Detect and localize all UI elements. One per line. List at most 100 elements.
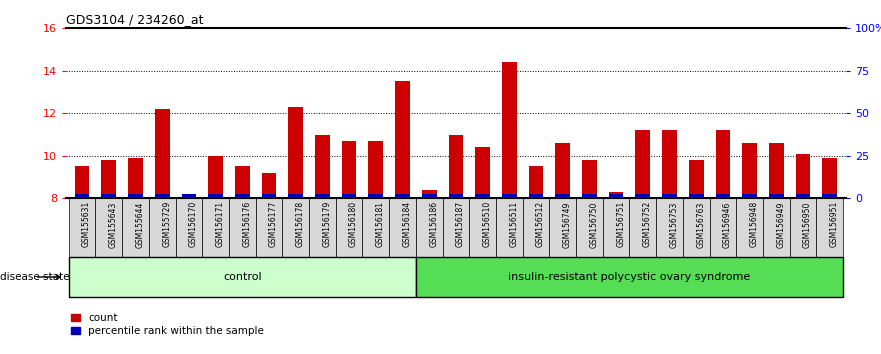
Bar <box>769 194 784 198</box>
Bar <box>737 198 763 257</box>
Bar <box>396 81 410 198</box>
Text: GSM156170: GSM156170 <box>189 201 198 247</box>
Bar <box>522 198 550 257</box>
Text: GSM156751: GSM156751 <box>616 201 626 247</box>
Bar <box>582 160 596 198</box>
Bar <box>502 62 516 198</box>
Bar <box>529 194 544 198</box>
Bar <box>582 194 596 198</box>
Text: insulin-resistant polycystic ovary syndrome: insulin-resistant polycystic ovary syndr… <box>508 272 751 282</box>
Text: GSM156749: GSM156749 <box>563 201 572 247</box>
Text: GSM156186: GSM156186 <box>429 201 438 247</box>
Bar <box>69 257 416 297</box>
Bar <box>635 130 650 198</box>
Bar <box>69 198 95 257</box>
Bar <box>448 194 463 198</box>
Bar <box>496 198 522 257</box>
Bar <box>789 198 817 257</box>
Text: GDS3104 / 234260_at: GDS3104 / 234260_at <box>66 13 204 26</box>
Text: GSM155644: GSM155644 <box>136 201 144 247</box>
Bar <box>743 194 757 198</box>
Bar <box>155 194 169 198</box>
Bar <box>101 160 116 198</box>
Bar <box>155 109 169 198</box>
Bar <box>282 198 309 257</box>
Text: GSM156948: GSM156948 <box>750 201 759 247</box>
Text: GSM156512: GSM156512 <box>536 201 545 247</box>
Bar <box>235 166 249 198</box>
Bar <box>822 194 837 198</box>
Text: GSM156511: GSM156511 <box>509 201 518 247</box>
Bar <box>743 143 757 198</box>
Bar <box>175 198 203 257</box>
Bar <box>715 194 730 198</box>
Bar <box>342 141 357 198</box>
Text: GSM155729: GSM155729 <box>162 201 171 247</box>
Bar <box>128 158 143 198</box>
Bar <box>368 141 383 198</box>
Text: GSM156763: GSM156763 <box>696 201 705 247</box>
Bar <box>576 198 603 257</box>
Text: GSM156180: GSM156180 <box>349 201 358 247</box>
Text: GSM156187: GSM156187 <box>456 201 465 247</box>
Text: GSM156951: GSM156951 <box>830 201 839 247</box>
Legend: count, percentile rank within the sample: count, percentile rank within the sample <box>71 313 263 336</box>
Text: GSM156179: GSM156179 <box>322 201 331 247</box>
Bar <box>95 198 122 257</box>
Bar <box>262 173 277 198</box>
Bar <box>362 198 389 257</box>
Bar <box>555 194 570 198</box>
Bar <box>208 194 223 198</box>
Bar <box>149 198 175 257</box>
Bar <box>315 135 329 198</box>
Bar <box>416 198 442 257</box>
Text: GSM156752: GSM156752 <box>643 201 652 247</box>
Bar <box>715 130 730 198</box>
Text: GSM156184: GSM156184 <box>403 201 411 247</box>
Bar <box>181 194 196 198</box>
Bar <box>769 143 784 198</box>
Text: GSM156750: GSM156750 <box>589 201 598 247</box>
Bar <box>635 194 650 198</box>
Bar <box>235 194 249 198</box>
Bar <box>101 194 116 198</box>
Bar <box>796 194 811 198</box>
Bar <box>389 198 416 257</box>
Bar <box>396 194 410 198</box>
Bar <box>470 198 496 257</box>
Text: control: control <box>223 272 262 282</box>
Text: GSM155643: GSM155643 <box>108 201 118 247</box>
Bar <box>689 194 704 198</box>
Text: GSM156510: GSM156510 <box>483 201 492 247</box>
Bar <box>550 198 576 257</box>
Bar <box>288 107 303 198</box>
Text: GSM156171: GSM156171 <box>216 201 225 247</box>
Bar <box>663 130 677 198</box>
Bar <box>817 198 843 257</box>
Bar <box>203 198 229 257</box>
Bar <box>255 198 282 257</box>
Bar <box>262 194 277 198</box>
Text: GSM156181: GSM156181 <box>376 201 385 247</box>
Bar <box>336 198 362 257</box>
Bar <box>709 198 737 257</box>
Bar <box>609 192 624 198</box>
Bar <box>663 194 677 198</box>
Bar <box>763 198 789 257</box>
Bar <box>422 194 437 198</box>
Bar <box>208 156 223 198</box>
Bar <box>475 194 490 198</box>
Bar <box>683 198 709 257</box>
Text: disease state: disease state <box>0 272 70 282</box>
Bar <box>555 143 570 198</box>
Bar <box>368 194 383 198</box>
Bar <box>442 198 470 257</box>
Bar <box>502 194 516 198</box>
Text: GSM156178: GSM156178 <box>296 201 305 247</box>
Bar <box>475 147 490 198</box>
Bar <box>342 194 357 198</box>
Bar <box>416 257 843 297</box>
Bar <box>689 160 704 198</box>
Text: GSM156176: GSM156176 <box>242 201 251 247</box>
Text: GSM156950: GSM156950 <box>803 201 812 247</box>
